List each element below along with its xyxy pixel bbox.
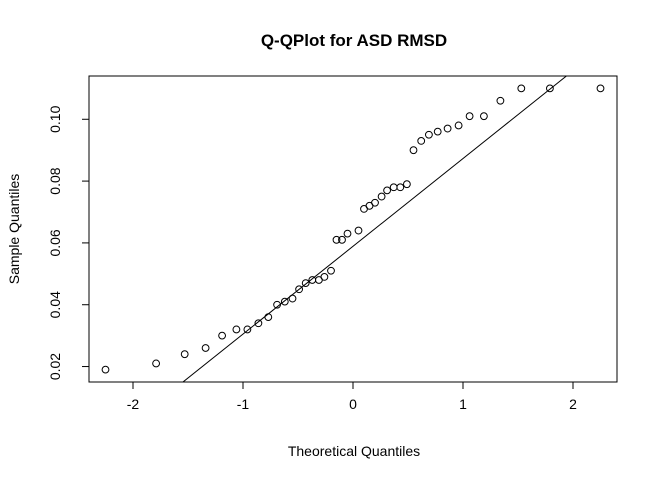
x-tick-label: -2	[127, 396, 140, 412]
data-point	[180, 350, 189, 359]
data-point	[327, 266, 335, 275]
data-point	[243, 325, 252, 334]
x-tick-label: 2	[569, 396, 577, 412]
x-tick-label: 0	[349, 396, 357, 412]
data-point	[371, 198, 379, 207]
data-point	[517, 84, 526, 93]
data-point	[546, 84, 554, 93]
data-point	[273, 300, 282, 309]
data-point	[596, 84, 605, 93]
data-point	[496, 96, 505, 105]
data-point	[332, 235, 341, 244]
y-tick-label: 0.10	[47, 105, 63, 132]
data-point	[480, 112, 488, 121]
data-point	[403, 180, 411, 189]
data-point	[264, 313, 273, 321]
y-tick-label: 0.04	[47, 291, 63, 318]
data-point	[320, 273, 329, 281]
data-point	[152, 359, 161, 368]
data-point	[338, 235, 346, 244]
data-point	[308, 276, 317, 284]
data-point	[280, 297, 289, 306]
data-point	[295, 285, 304, 294]
data-point	[354, 226, 363, 235]
data-point	[377, 192, 386, 201]
data-point	[443, 124, 452, 133]
data-point	[218, 331, 227, 340]
x-tick-label: -1	[237, 396, 250, 412]
x-axis-label: Theoretical Quantiles	[288, 443, 420, 459]
y-axis: 0.02 0.04 0.06 0.08 0.10	[47, 105, 90, 380]
data-point	[409, 146, 418, 155]
data-point	[343, 229, 352, 238]
data-point	[254, 319, 263, 328]
x-axis: -2 -1 0 1 2	[127, 381, 577, 412]
data-point	[465, 112, 474, 121]
x-tick-label: 1	[459, 396, 467, 412]
data-point	[417, 137, 426, 145]
data-point	[454, 121, 463, 130]
y-axis-label: Sample Quantiles	[6, 174, 22, 285]
data-point	[201, 344, 210, 352]
chart-title: Q-QPlot for ASD RMSD	[261, 31, 447, 50]
plot-area-frame	[88, 75, 618, 383]
y-tick-label: 0.06	[47, 229, 63, 256]
y-tick-label: 0.08	[47, 167, 63, 194]
data-point	[383, 186, 392, 195]
data-point	[389, 183, 398, 192]
data-point	[301, 279, 310, 287]
data-point	[396, 183, 405, 192]
data-point	[433, 127, 442, 136]
data-point	[425, 130, 433, 139]
y-tick-label: 0.02	[47, 353, 63, 380]
data-point	[288, 294, 297, 303]
data-point	[101, 365, 110, 374]
data-point	[232, 325, 241, 334]
